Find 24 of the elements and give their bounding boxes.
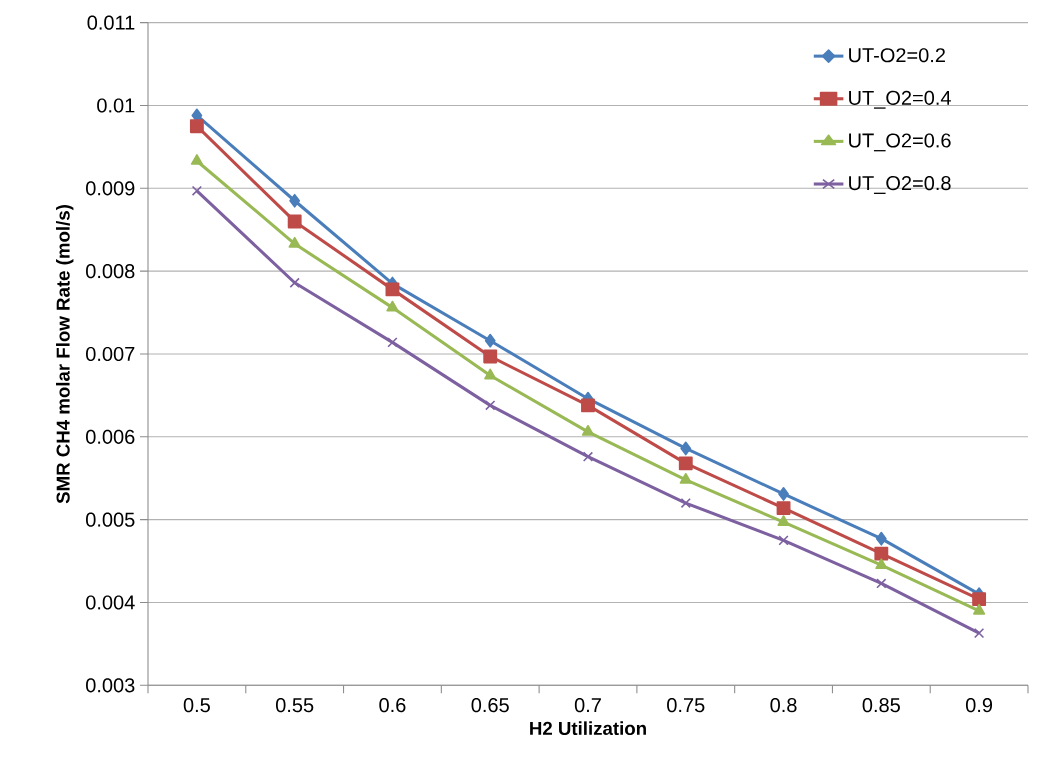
x-tick-label: 0.8 xyxy=(770,698,797,713)
y-tick-label: 0.005 xyxy=(86,512,135,527)
x-tick-label: 0.5 xyxy=(183,698,210,713)
legend-label: UT_O2=0.6 xyxy=(849,133,951,152)
x-tick-label: 0.7 xyxy=(574,698,601,713)
x-tick-label: 0.55 xyxy=(275,698,314,713)
y-tick-label: 0.006 xyxy=(86,429,135,444)
y-tick-label: 0.011 xyxy=(87,15,135,30)
legend-label: UT_O2=0.4 xyxy=(849,90,951,109)
y-tick-label: 0.007 xyxy=(86,346,135,362)
y-tick-label: 0.01 xyxy=(97,98,135,113)
x-tick-label: 0.85 xyxy=(862,698,900,713)
y-tick-label: 0.009 xyxy=(86,181,135,196)
x-tick-label: 0.9 xyxy=(965,698,993,713)
y-tick-label: 0.003 xyxy=(86,678,135,693)
y-tick-label: 0.004 xyxy=(86,595,135,610)
legend-label: UT-O2=0.2 xyxy=(849,48,945,63)
legend-label: UT_O2=0.8 xyxy=(849,176,951,194)
y-axis-title: SMR CH4 molar Flow Rate (mol/s) xyxy=(56,205,74,504)
x-tick-label: 0.65 xyxy=(471,698,509,713)
x-tick-label: 0.6 xyxy=(379,698,406,713)
x-tick-label: 0.75 xyxy=(667,698,705,713)
y-tick-label: 0.008 xyxy=(86,264,135,279)
x-axis-title: H2 Utilization xyxy=(530,721,646,736)
